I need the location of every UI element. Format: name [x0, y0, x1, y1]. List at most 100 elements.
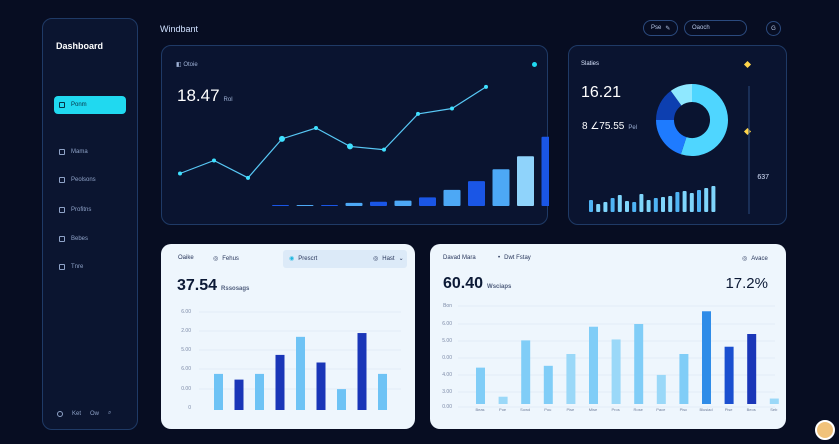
- sidebar-item-3[interactable]: Profitns: [54, 201, 126, 219]
- x-tick: Beos: [746, 407, 756, 412]
- tab-a-label: Oaike: [178, 255, 194, 261]
- y-tick: 0: [188, 405, 191, 411]
- bar-mark: [214, 373, 223, 410]
- x-tick: Pros: [611, 407, 620, 412]
- bar-mark: [611, 339, 621, 404]
- profile-button-label: G: [771, 25, 776, 32]
- donut-side-value: 637: [757, 174, 769, 181]
- line-card-label: ◧ Otoie: [176, 62, 198, 68]
- bar-mark: [357, 333, 367, 410]
- mini-bar: [675, 192, 680, 212]
- users-icon: [59, 177, 65, 183]
- bar-mark: [234, 379, 244, 410]
- right-bar-value-text: 60.40: [443, 275, 484, 292]
- bar-chart-card-right: Davad Mara • Dwt Fstay ◎ Avace 60.40 Wsciap…: [430, 244, 786, 429]
- line-point: [484, 84, 488, 89]
- x-tick: Poe: [499, 407, 507, 412]
- bar-mark: [275, 354, 285, 410]
- tag-icon: ◎: [742, 256, 748, 262]
- bar-mark: [419, 197, 436, 206]
- mini-bar: [589, 200, 593, 212]
- line-point: [212, 158, 216, 163]
- line-point: [382, 147, 386, 152]
- chevron-down-icon: ⌄: [398, 256, 404, 262]
- bar-mark: [589, 326, 598, 404]
- x-tick: Pace: [656, 407, 666, 412]
- x-tick: Rose: [633, 407, 643, 412]
- filter-pill-label: Pse: [651, 25, 662, 31]
- sidebar: Dashboard Ponm Mama Peolsons Profitns Be…: [42, 18, 138, 430]
- line-point: [314, 126, 318, 130]
- sidebar-item-1[interactable]: Mama: [54, 143, 126, 161]
- right-bar-percent: 17.2%: [725, 275, 768, 292]
- assistant-avatar[interactable]: [815, 420, 835, 440]
- x-tick: Pise: [566, 407, 575, 412]
- search-field-label: Oaoch: [692, 25, 710, 31]
- mini-bar: [653, 198, 658, 212]
- bar-mark: [321, 205, 338, 206]
- bar-mark: [498, 396, 508, 404]
- line-point: [246, 175, 250, 180]
- bar-mark: [378, 373, 387, 410]
- left-bar-value-text: 37.54: [177, 277, 218, 294]
- right-card-tag[interactable]: ◎ Avace: [742, 255, 768, 263]
- tab-c[interactable]: ◉ Prescrt: [289, 255, 317, 263]
- x-tick: Blusiad: [699, 407, 713, 412]
- mini-bar: [661, 197, 665, 212]
- search-field[interactable]: Oaoch: [684, 20, 747, 36]
- sidebar-item-0[interactable]: Ponm: [54, 96, 126, 114]
- x-tick: Mise: [588, 407, 598, 412]
- search-icon[interactable]: ⌕: [108, 410, 112, 416]
- bar-mark: [521, 340, 531, 404]
- x-tick: Pisc: [679, 407, 688, 412]
- line-point: [279, 135, 285, 142]
- donut-chart: [589, 84, 750, 214]
- bar-mark: [702, 311, 711, 404]
- right-card-tag-text: Avace: [751, 255, 768, 262]
- tab-a[interactable]: Oaike: [178, 255, 194, 261]
- grid-icon: [59, 149, 65, 155]
- bar-mark: [296, 205, 314, 206]
- profile-button[interactable]: G: [766, 21, 781, 36]
- footer-label-b[interactable]: Ow: [90, 410, 100, 417]
- settings-icon[interactable]: [57, 410, 63, 417]
- mini-bar: [704, 188, 709, 212]
- tab-d-dropdown[interactable]: ◎ Hast ⌄: [373, 255, 404, 263]
- y-tick: 6.00: [181, 366, 191, 372]
- mini-bar: [617, 195, 622, 212]
- sidebar-item-4[interactable]: Bebes: [54, 230, 126, 248]
- right-card-title-text: Davad Mara: [443, 255, 476, 261]
- y-tick: 3.00: [442, 389, 452, 395]
- bar-mark: [541, 136, 549, 206]
- right-card-subtitle: • Dwt Fstay: [498, 255, 531, 261]
- page-title: Windbant: [160, 24, 199, 34]
- pie-slice: [670, 84, 693, 106]
- mini-bar: [682, 191, 687, 212]
- y-tick: 0.00: [442, 355, 452, 361]
- y-tick: 4.00: [442, 372, 452, 378]
- line-bar-chart: [178, 84, 549, 206]
- bar-mark: [679, 354, 689, 404]
- x-tick: Pise: [724, 407, 733, 412]
- footer-label-a[interactable]: Ket: [72, 410, 82, 417]
- tab-b-icon: ◎: [213, 256, 219, 262]
- sidebar-item-5[interactable]: Tnre: [54, 258, 126, 276]
- mini-bar: [639, 194, 644, 212]
- line-card-label-text: Otoie: [183, 62, 198, 68]
- bar-mark: [370, 201, 387, 206]
- y-tick: 6.00: [181, 309, 191, 315]
- status-dot: [532, 62, 537, 67]
- left-bar-unit: Rssosags: [221, 286, 250, 292]
- tab-b[interactable]: ◎ Fehus: [213, 255, 239, 263]
- y-tick: 5.00: [442, 338, 452, 344]
- y-tick: 5.00: [181, 347, 191, 353]
- filter-pill[interactable]: Pse ✎: [643, 20, 679, 36]
- sidebar-item-label: Ponm: [71, 102, 87, 108]
- bar-mark: [443, 189, 461, 206]
- bar-chart-left: [199, 311, 401, 410]
- edit-icon: ✎: [665, 25, 671, 32]
- y-tick: 2.00: [181, 328, 191, 334]
- mini-bar: [632, 202, 637, 212]
- bar-mark: [394, 200, 412, 206]
- sidebar-item-2[interactable]: Peolsons: [54, 171, 126, 189]
